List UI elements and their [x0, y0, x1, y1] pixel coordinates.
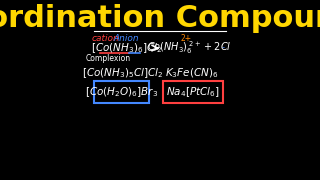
Text: Complexion: Complexion	[86, 55, 131, 64]
Text: 2+: 2+	[181, 34, 192, 43]
Text: Anion: Anion	[113, 34, 139, 43]
Text: $[Co(H_2O)_6]Br_3$: $[Co(H_2O)_6]Br_3$	[85, 85, 158, 99]
Text: $[Co(NH_3)_5Cl]Cl_2$: $[Co(NH_3)_5Cl]Cl_2$	[82, 66, 164, 80]
Text: $Na_4[PtCl_6]$: $Na_4[PtCl_6]$	[166, 85, 220, 99]
Text: $Co(NH_3)_6^{\ 2+} + 2Cl$: $Co(NH_3)_6^{\ 2+} + 2Cl$	[147, 40, 232, 57]
Text: $[Co(NH_3)_6]Cl_2$: $[Co(NH_3)_6]Cl_2$	[92, 41, 163, 55]
Text: cation: cation	[91, 34, 119, 43]
Text: Coordination Compounds: Coordination Compounds	[0, 4, 320, 33]
Text: -: -	[221, 44, 225, 53]
Text: $K_3Fe(CN)_6$: $K_3Fe(CN)_6$	[165, 66, 219, 80]
